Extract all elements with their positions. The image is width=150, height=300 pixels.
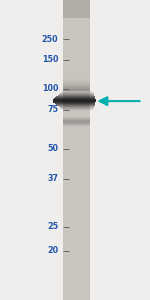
- Bar: [63, 124, 90, 125]
- Bar: [61, 108, 94, 109]
- Bar: [63, 82, 90, 83]
- Bar: [60, 107, 94, 108]
- Bar: [63, 89, 90, 90]
- Bar: [63, 80, 90, 81]
- Bar: [63, 0, 90, 18]
- Text: 25: 25: [47, 222, 58, 231]
- Text: 100: 100: [42, 84, 58, 93]
- Bar: [63, 121, 90, 122]
- Bar: [63, 120, 90, 121]
- Bar: [62, 91, 93, 92]
- Bar: [63, 85, 90, 86]
- Bar: [62, 109, 93, 110]
- Bar: [63, 86, 90, 87]
- Bar: [56, 96, 95, 97]
- Bar: [63, 117, 90, 118]
- Bar: [55, 97, 95, 98]
- Bar: [63, 0, 90, 300]
- Bar: [63, 122, 90, 123]
- Text: 75: 75: [48, 105, 58, 114]
- Bar: [63, 79, 90, 80]
- Bar: [63, 123, 90, 124]
- Bar: [57, 105, 94, 106]
- Bar: [63, 125, 90, 126]
- Bar: [63, 81, 90, 82]
- Bar: [56, 104, 95, 105]
- Bar: [63, 83, 90, 84]
- Bar: [63, 88, 90, 89]
- Text: 20: 20: [47, 246, 58, 255]
- Bar: [63, 84, 90, 85]
- Bar: [54, 98, 95, 99]
- Text: 50: 50: [48, 144, 58, 153]
- Bar: [58, 95, 94, 96]
- Bar: [54, 102, 95, 103]
- Bar: [59, 106, 94, 107]
- Bar: [63, 87, 90, 88]
- Bar: [61, 92, 93, 93]
- Bar: [63, 118, 90, 119]
- Bar: [59, 94, 94, 95]
- Bar: [63, 119, 90, 120]
- Bar: [53, 99, 96, 100]
- Text: 37: 37: [48, 174, 58, 183]
- Text: 250: 250: [42, 34, 58, 43]
- Bar: [55, 103, 95, 104]
- Bar: [61, 93, 94, 94]
- Bar: [53, 101, 96, 102]
- Bar: [63, 90, 90, 91]
- Bar: [52, 100, 96, 101]
- Text: 150: 150: [42, 56, 58, 64]
